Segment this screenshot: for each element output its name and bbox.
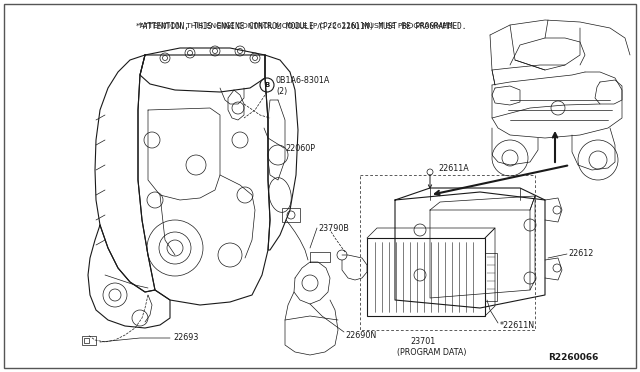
Text: 22690N: 22690N — [345, 330, 376, 340]
Circle shape — [260, 78, 274, 92]
Text: B: B — [264, 82, 269, 88]
Text: 23790B: 23790B — [318, 224, 349, 232]
Bar — [485, 253, 497, 301]
Text: (PROGRAM DATA): (PROGRAM DATA) — [397, 347, 467, 356]
Text: 22693: 22693 — [173, 334, 198, 343]
Text: *ATTENTION, THIS ENGINE CONTROL MODULE (P/C 22611N) MUST BE PROGRAMMED.: *ATTENTION, THIS ENGINE CONTROL MODULE (… — [138, 22, 466, 31]
Text: 23701: 23701 — [410, 337, 435, 346]
Bar — [84, 338, 89, 343]
Bar — [360, 175, 535, 330]
Text: 22611A: 22611A — [438, 164, 468, 173]
Text: *ATTENTION, THIS ENGINE CONTROL MODULE (P/C 22611N) MUST BE PROGRAMMED.: *ATTENTION, THIS ENGINE CONTROL MODULE (… — [136, 22, 455, 29]
Bar — [82, 336, 96, 345]
Text: 0B1A6-8301A: 0B1A6-8301A — [276, 76, 330, 84]
Circle shape — [427, 169, 433, 175]
Bar — [367, 238, 485, 316]
Text: 22060P: 22060P — [285, 144, 315, 153]
Bar — [282, 208, 300, 222]
Text: (2): (2) — [276, 87, 287, 96]
Text: *22611N: *22611N — [500, 321, 535, 330]
Text: R2260066: R2260066 — [548, 353, 598, 362]
Text: 22612: 22612 — [568, 250, 593, 259]
